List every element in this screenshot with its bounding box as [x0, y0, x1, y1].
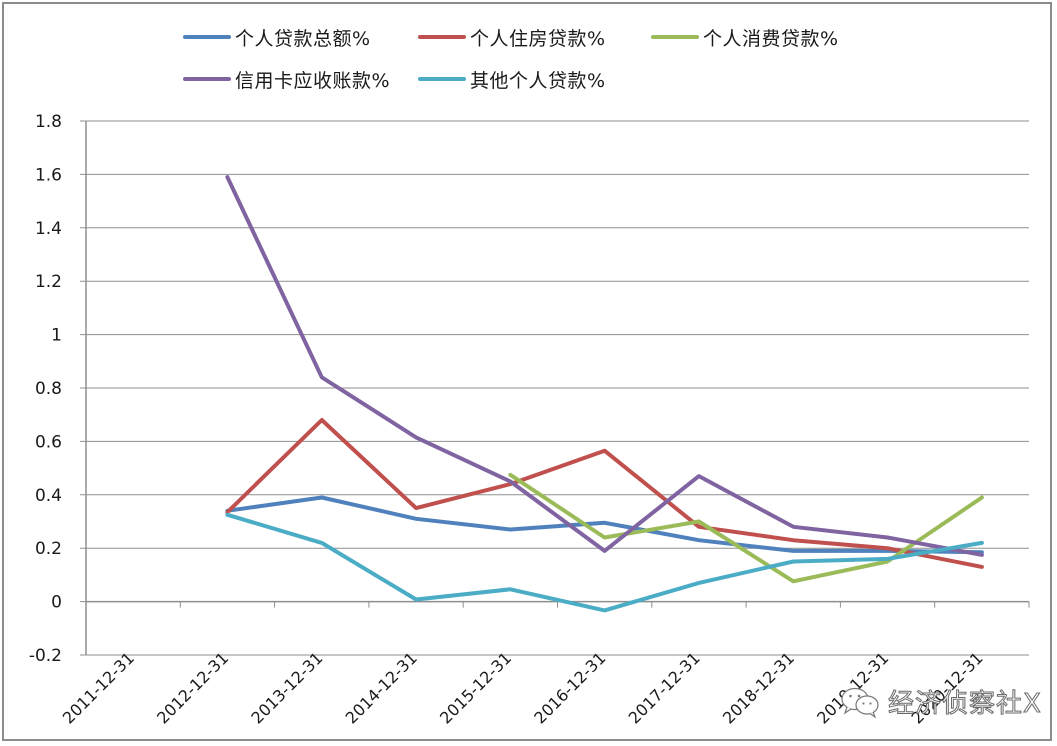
- x-tick-label: 2015-12-31: [436, 648, 515, 727]
- legend-item-credit-card: 信用卡应收账款%: [183, 67, 391, 92]
- y-axis: 1.8 1.6 1.4 1.2 1 0.8 0.6 0.4 0.2 0 -0.2: [29, 112, 87, 666]
- legend-item-housing: 个人住房贷款%: [418, 25, 606, 50]
- legend-label: 个人住房贷款%: [470, 27, 606, 50]
- gridlines: [80, 120, 1029, 656]
- legend: 个人贷款总额% 个人住房贷款% 个人消费贷款% 信用卡应收账款% 其他个人贷款%: [0, 0, 1057, 100]
- series-line-1: [225, 418, 984, 569]
- y-tick-label: 1.8: [35, 112, 62, 132]
- legend-label: 信用卡应收账款%: [235, 69, 391, 92]
- x-tick-label: 2012-12-31: [153, 648, 232, 727]
- legend-swatch-credit-card: [183, 77, 231, 81]
- x-tick-label: 2013-12-31: [247, 648, 326, 727]
- y-tick-label: 1.2: [35, 272, 62, 292]
- x-tick-label: 2011-12-31: [59, 648, 138, 727]
- series-line-0: [225, 495, 984, 555]
- y-tick-label: 1: [51, 326, 62, 346]
- legend-swatch-housing: [418, 35, 466, 39]
- legend-swatch-total: [183, 35, 231, 39]
- legend-item-consumer: 个人消费贷款%: [651, 25, 839, 50]
- x-tick-label: 2017-12-31: [625, 648, 704, 727]
- watermark-text: 经济侦察社X: [888, 689, 1042, 720]
- y-tick-label: 0.8: [35, 379, 62, 399]
- x-tick-label: 2016-12-31: [530, 648, 609, 727]
- series-line-3: [225, 175, 984, 557]
- y-tick-label: 1.6: [35, 165, 62, 185]
- legend-item-total: 个人贷款总额%: [183, 25, 371, 50]
- legend-item-other: 其他个人贷款%: [418, 67, 606, 92]
- y-tick-label: 1.4: [35, 219, 62, 239]
- series-line-4: [225, 512, 984, 613]
- legend-label: 个人消费贷款%: [703, 27, 839, 50]
- y-tick-label: 0.2: [35, 539, 62, 559]
- series-lines: [225, 175, 984, 613]
- wechat-icon: [841, 687, 879, 719]
- x-tick-label: 2018-12-31: [719, 648, 798, 727]
- legend-label: 其他个人贷款%: [470, 69, 606, 92]
- watermark: 经济侦察社X: [838, 683, 1042, 720]
- legend-label: 个人贷款总额%: [235, 27, 371, 50]
- x-tick-label: 2014-12-31: [342, 648, 421, 727]
- legend-swatch-other: [418, 77, 466, 81]
- y-tick-label: -0.2: [29, 646, 62, 666]
- y-tick-label: 0.4: [35, 486, 62, 506]
- y-tick-label: 0.6: [35, 432, 62, 452]
- legend-swatch-consumer: [651, 35, 699, 39]
- y-tick-label: 0: [51, 593, 62, 613]
- series-line-2: [508, 472, 984, 584]
